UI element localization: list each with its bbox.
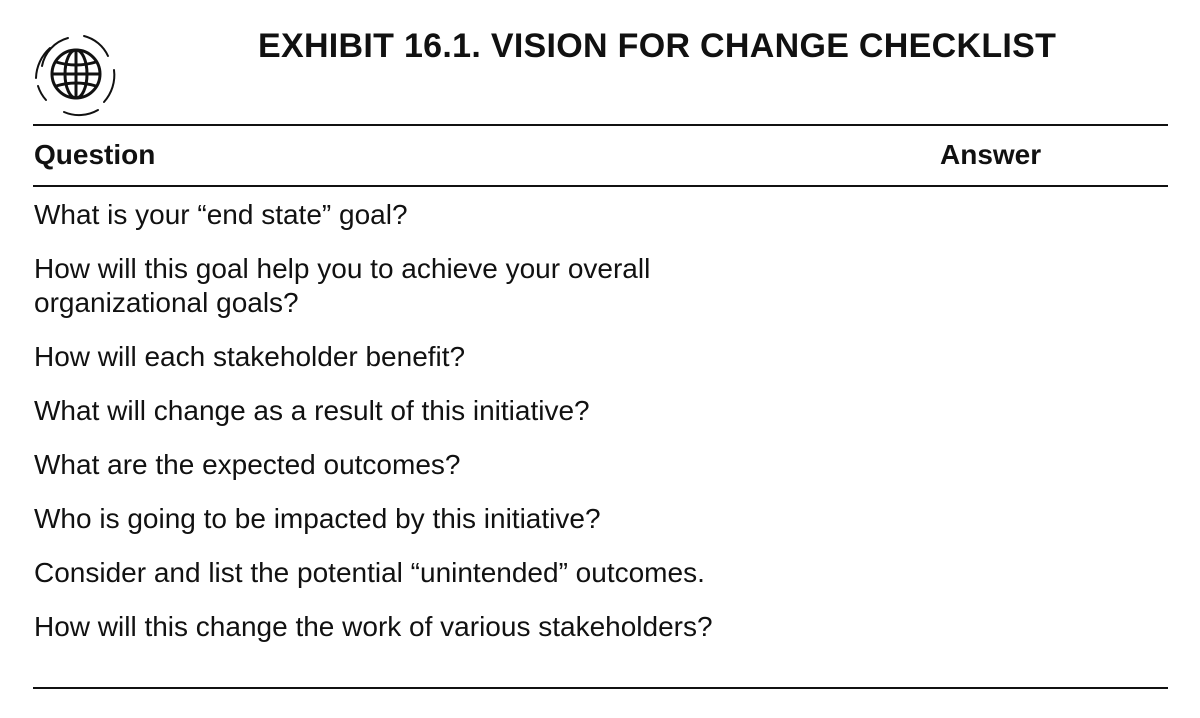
top-divider <box>33 124 1168 126</box>
header-divider <box>33 185 1168 187</box>
question-row: How will each stakeholder benefit? <box>34 341 466 372</box>
question-row: How will this change the work of various… <box>34 611 713 642</box>
question-row: Consider and list the potential “uninten… <box>34 557 705 588</box>
exhibit-title: EXHIBIT 16.1. VISION FOR CHANGE CHECKLIS… <box>258 27 1057 65</box>
question-column-header: Question <box>34 139 156 170</box>
bottom-divider <box>33 687 1168 689</box>
question-row: Who is going to be impacted by this init… <box>34 503 601 534</box>
question-row: What is your “end state” goal? <box>34 199 408 230</box>
question-row: How will this goal help you to achieve y… <box>34 253 651 318</box>
question-row: What are the expected outcomes? <box>34 449 461 480</box>
answer-column-header: Answer <box>940 139 1042 170</box>
globe-icon <box>28 26 124 122</box>
question-row: What will change as a result of this ini… <box>34 395 590 426</box>
question-list: What is your “end state” goal? How will … <box>34 198 914 664</box>
